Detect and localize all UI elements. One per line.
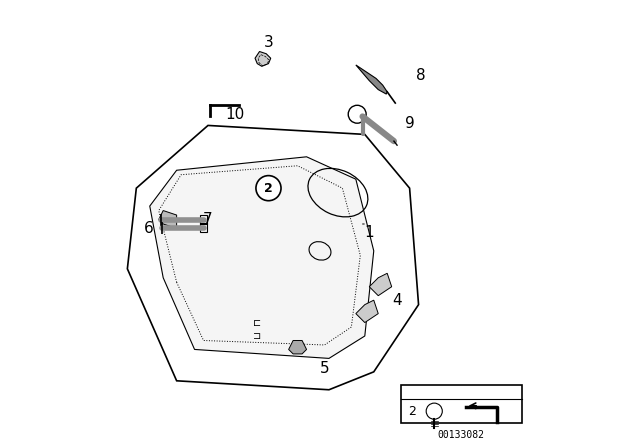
Text: 7: 7: [202, 212, 212, 227]
Polygon shape: [356, 300, 378, 323]
Text: 8: 8: [416, 68, 426, 83]
Text: 4: 4: [392, 293, 402, 308]
Circle shape: [256, 176, 281, 201]
Polygon shape: [289, 340, 307, 354]
Text: 2: 2: [408, 405, 416, 418]
Polygon shape: [159, 211, 177, 228]
Text: 3: 3: [264, 35, 273, 50]
Polygon shape: [255, 52, 271, 66]
Text: 1: 1: [364, 225, 374, 241]
Text: 10: 10: [225, 107, 244, 122]
Polygon shape: [150, 157, 374, 358]
Text: 5: 5: [319, 361, 330, 376]
Text: 6: 6: [144, 221, 154, 236]
Text: 9: 9: [404, 116, 415, 131]
Text: 2: 2: [264, 181, 273, 195]
Text: 00133082: 00133082: [438, 430, 484, 440]
Text: ⊐: ⊐: [253, 331, 261, 341]
Text: ⊏: ⊏: [253, 318, 261, 327]
Polygon shape: [369, 273, 392, 296]
Polygon shape: [356, 65, 387, 94]
